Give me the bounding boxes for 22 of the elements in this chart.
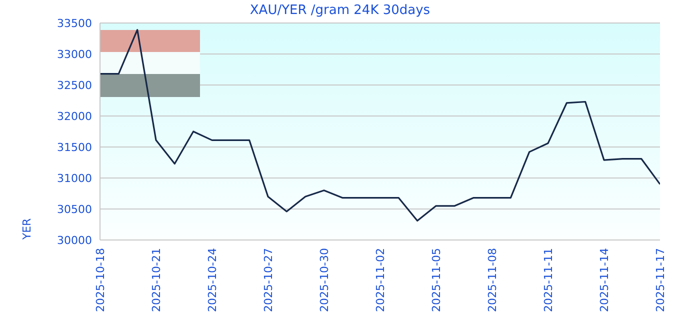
x-tick-label: 2025-10-30 <box>318 248 331 312</box>
y-tick-label: 31000 <box>57 172 92 185</box>
y-tick-label: 33500 <box>57 16 92 30</box>
y-axis-title: YER <box>20 218 34 240</box>
x-tick-label: 2025-11-14 <box>598 248 611 312</box>
y-tick-label: 31500 <box>57 140 92 154</box>
x-tick-label: 2025-10-24 <box>206 248 219 312</box>
x-tick-label: 2025-10-21 <box>150 248 163 312</box>
y-tick-label: 30000 <box>57 234 92 247</box>
line-series <box>100 29 660 222</box>
x-tick-label: 2025-10-18 <box>94 248 107 312</box>
y-tick-label: 32000 <box>57 110 92 123</box>
x-tick-label: 2025-11-02 <box>374 248 387 312</box>
chart-title: XAU/YER /gram 24K 30days <box>248 3 432 18</box>
x-tick-label: 2025-11-08 <box>486 248 499 312</box>
x-tick-label: 2025-10-27 <box>262 248 275 312</box>
y-tick-label: 30500 <box>57 202 92 216</box>
x-tick-label: 2025-11-17 <box>654 248 667 312</box>
x-tick-label: 2025-11-11 <box>542 248 555 312</box>
y-tick-label: 33000 <box>57 48 92 61</box>
x-tick-label: 2025-11-05 <box>430 248 443 312</box>
y-tick-label: 32500 <box>57 78 92 92</box>
